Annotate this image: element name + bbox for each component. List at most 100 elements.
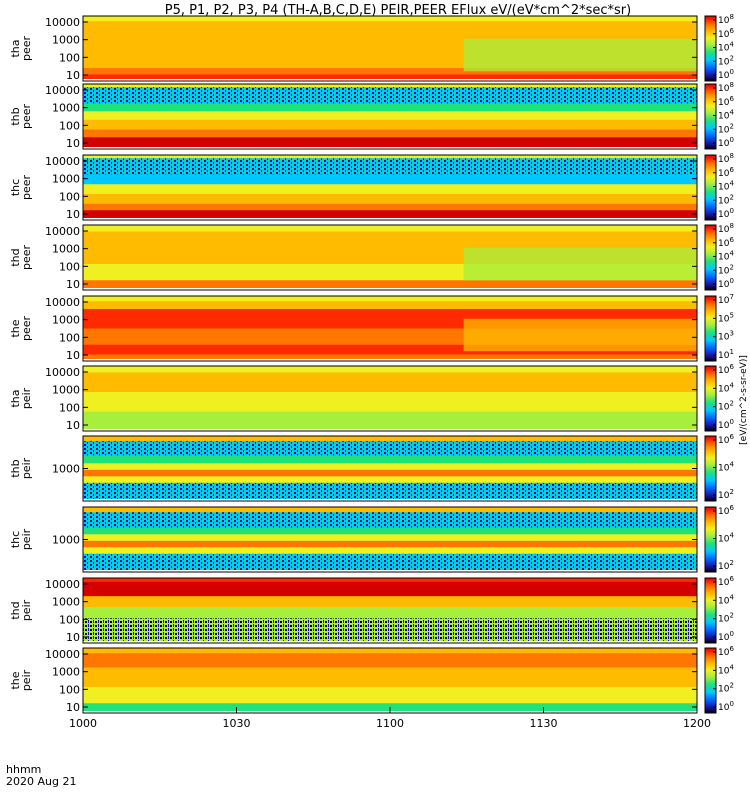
colorbar-tick-label: 106 [718,433,734,446]
panel-label: peir [20,528,33,550]
panel-label: thd [9,601,22,619]
colorbar-tick-label: 102 [718,263,734,276]
colorbar-tick-label: 100 [718,207,734,220]
xtick-label: 1200 [683,717,711,730]
colorbar-tick-label: 100 [718,136,734,149]
colorbar-tick-label: 106 [718,645,734,658]
spectrogram-band [83,553,697,573]
colorbar [704,295,717,362]
spectrogram-band [83,87,697,104]
spectrogram-band [83,366,697,373]
spectrogram-band [83,581,697,597]
ytick-label: 1000 [52,596,80,609]
time-axis: 1000 1030 1100 1130 1200 [69,707,711,730]
spectrogram-band [83,74,697,82]
panel-gap [83,79,697,81]
colorbar-tick-label: 108 [718,13,734,26]
colorbar-tick-label: 106 [718,95,734,108]
colorbar-tick-label: 104 [718,663,734,676]
colorbar [704,15,717,82]
spectrogram-late-region [463,318,697,352]
panel-gap [83,429,697,431]
xtick-label: 1100 [376,717,404,730]
spectrogram-band [83,534,697,542]
panel-gap [83,570,697,572]
spectrogram-band [83,372,697,393]
colorbar [704,577,717,644]
spectrogram-band [83,540,697,548]
ytick-label: 100 [59,401,80,414]
spectrogram-band [83,436,697,442]
colorbar-tick-label: 101 [718,348,734,361]
ytick-label: 1000 [52,34,80,47]
panel-gap [83,147,697,149]
panel-label: the [9,319,22,337]
ytick-label: 100 [59,260,80,273]
spectrogram-band [83,103,697,112]
spectrogram-band [83,21,697,40]
spectrogram-late-region [463,38,697,72]
spectrogram-band [83,344,697,355]
spectrogram-band [83,111,697,121]
panel-label: tha [9,39,22,57]
spectrogram-band [83,231,697,249]
xtick-label: 1130 [530,717,558,730]
panel-gap [83,288,697,290]
xtick-label: 1000 [69,717,97,730]
colorbar-tick-label: 104 [718,532,734,545]
spectrogram-band [83,441,697,456]
spectrogram-band [83,469,697,477]
panels-layer: 10000100010010thapeer1081061041021001000… [9,13,749,714]
spectrogram-band [83,194,697,205]
spectrogram-band [83,653,697,668]
panel-frame [82,83,698,150]
panel-frame [82,154,698,221]
figure-title: P5, P1, P2, P3, P4 (TH-A,B,C,D,E) PEIR,P… [165,3,631,18]
panel-frame [82,295,698,362]
spectrogram-band [83,129,697,138]
spectrogram-band [83,155,697,159]
spectrogram-band [83,618,697,644]
colorbar-tick-label: 104 [718,593,734,606]
colorbar-tick-label: 105 [718,311,734,324]
spectrogram-band [83,476,697,484]
xaxis-label: hhmm [6,763,41,776]
ytick-label: 1000 [52,463,80,476]
panel-label: thd [9,248,22,266]
colorbar-tick-label: 102 [718,612,734,625]
colorbar-tick-label: 106 [718,166,734,179]
colorbar [704,154,717,221]
spectrogram-band [83,455,697,464]
ytick-label: 10000 [45,578,80,591]
colorbar-tick-label: 102 [718,682,734,695]
spectrogram-band [83,280,697,291]
colorbar-tick-label: 106 [718,575,734,588]
spectrogram-band [83,463,697,471]
colorbar-tick-label: 103 [718,330,734,343]
panel-label: peir [20,387,33,409]
ytick-label: 10000 [45,155,80,168]
panel-label: tha [9,389,22,407]
spectrogram-band [83,354,697,362]
panel-label: thb [9,107,22,125]
spectrogram-band [83,210,697,221]
panel-label: peir [20,669,33,691]
spectrogram-band [83,16,697,22]
panel-gap [83,499,697,501]
date-label: 2020 Aug 21 [6,775,76,788]
ytick-label: 10000 [45,296,80,309]
colorbar-tick-label: 100 [718,700,734,713]
panel-frame [82,577,698,644]
panel-label: peer [20,316,33,342]
spectrogram-band [83,512,697,529]
spectrogram-band [83,507,697,513]
ytick-label: 10 [66,137,80,150]
ytick-label: 10 [66,278,80,291]
panel-label: peir [20,457,33,479]
ytick-label: 1000 [52,384,80,397]
ytick-label: 100 [59,683,80,696]
